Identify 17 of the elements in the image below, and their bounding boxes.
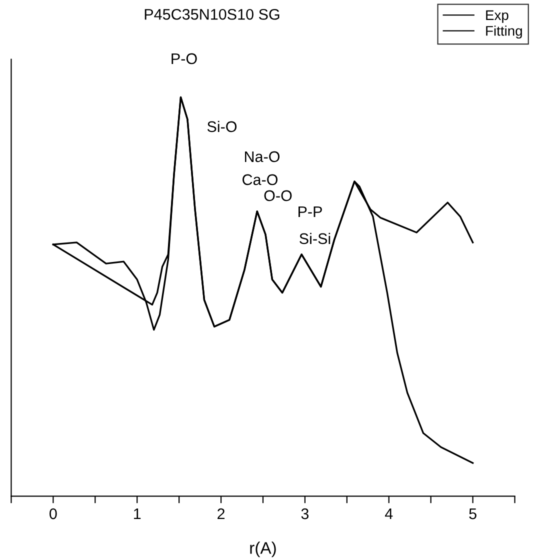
x-tick-label: 2 (218, 508, 225, 520)
text: P-O (172, 53, 197, 64)
annotation: Ca-O (242, 174, 278, 186)
x-axis-title: r(A) (250, 542, 276, 558)
x-tick-label: 3 (301, 508, 309, 520)
chart-title: P45C35N10S10 SG (144, 8, 280, 20)
annotation: Na-O (245, 151, 280, 162)
x-tick-label: 0 (50, 508, 57, 520)
legend-label: Exp (486, 10, 508, 23)
x-tick-label: 5 (469, 508, 476, 520)
x-tick-label: 4 (384, 508, 393, 520)
legend-label: Fitting (486, 26, 522, 39)
annotation: Si-Si (300, 232, 330, 244)
annotation: Si-O (207, 120, 237, 132)
annotation: P-P (298, 206, 322, 217)
x-tick-label: 1 (134, 508, 141, 520)
annotation: O-O (264, 190, 292, 202)
